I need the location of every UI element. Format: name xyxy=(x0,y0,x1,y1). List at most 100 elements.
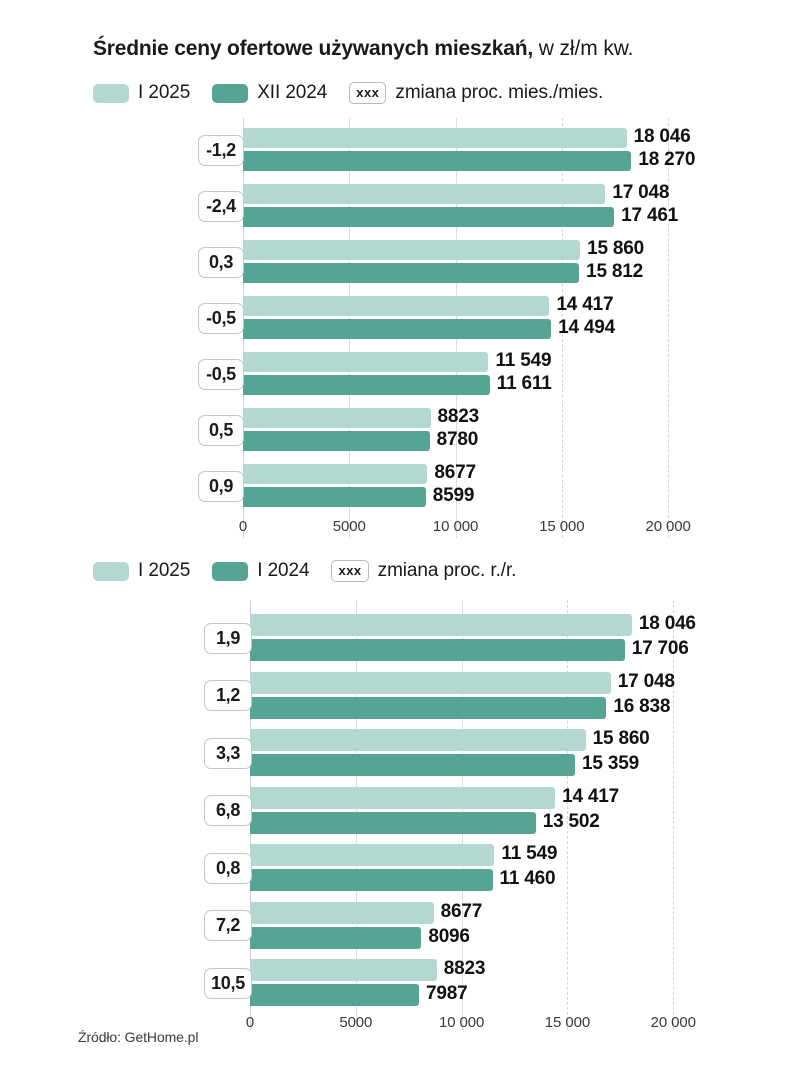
bar-value-label: 15 860 xyxy=(587,238,645,259)
bar-value-label: 16 838 xyxy=(613,695,671,717)
bar-i-2024 xyxy=(250,984,420,1006)
bar-value-label: 18 046 xyxy=(638,613,696,634)
legend-label-dark-1: XII 2024 xyxy=(257,82,328,103)
bar-value-label: 17 048 xyxy=(617,670,675,692)
bar-value-label: 8677 xyxy=(434,462,476,483)
chart-2-legend: I 2025 I 2024 xxx zmiana proc. r./r. xyxy=(93,560,516,582)
axis-tick-label: 0 xyxy=(238,518,248,535)
page-title-sub: w zł/m kw. xyxy=(532,37,634,60)
bar-i-2025 xyxy=(250,671,611,694)
bar-value-label: 8677 xyxy=(440,900,483,922)
legend-item-badge-1: xxx zmiana proc. mies./mies. xyxy=(349,82,603,104)
change-badge: -2,4 xyxy=(198,190,244,222)
bar-i-2025 xyxy=(243,464,428,484)
bar-xii-2024 xyxy=(243,375,490,395)
bar-i-2025 xyxy=(243,352,489,372)
axis-tick-label: 20 000 xyxy=(645,518,691,535)
page-title-main: Średnie ceny ofertowe używanych mieszkań… xyxy=(93,37,533,60)
legend-label-light-2: I 2025 xyxy=(138,560,191,581)
bar-value-label: 14 417 xyxy=(556,294,614,315)
axis-tick-label: 0 xyxy=(245,1014,255,1031)
bar-value-label: 14 494 xyxy=(558,317,615,338)
source-note: Źródło: GetHome.pl xyxy=(78,1029,199,1045)
legend-item-light-1: I 2025 xyxy=(93,82,190,104)
legend-label-dark-2: I 2024 xyxy=(257,560,310,581)
bar-i-2025 xyxy=(250,844,495,866)
legend-swatch-dark-icon xyxy=(212,83,249,103)
change-badge: 0,3 xyxy=(198,246,244,278)
bar-i-2025 xyxy=(243,296,550,316)
bar-i-2025 xyxy=(243,240,581,260)
change-badge: 0,9 xyxy=(198,470,244,502)
bar-value-label: 11 460 xyxy=(499,868,556,889)
bar-value-label: 18 270 xyxy=(638,149,696,170)
legend-item-light-2: I 2025 xyxy=(93,560,190,582)
legend-badge-placeholder-1: xxx xyxy=(349,82,387,104)
bar-value-label: 14 417 xyxy=(562,785,620,807)
bar-value-label: 8823 xyxy=(443,958,486,979)
bar-value-label: 7987 xyxy=(426,983,468,1004)
bar-xii-2024 xyxy=(243,151,632,171)
axis-tick-label: 10 000 xyxy=(432,518,479,535)
bar-value-label: 11 549 xyxy=(495,350,552,371)
legend-badge-description-1: zmiana proc. mies./mies. xyxy=(395,82,604,103)
legend-swatch-light-icon xyxy=(93,561,129,581)
change-badge: 1,2 xyxy=(204,680,252,711)
axis-tick-label: 15 000 xyxy=(544,1014,591,1031)
bar-i-2025 xyxy=(243,184,606,204)
change-badge: -0,5 xyxy=(198,358,244,390)
bar-value-label: 15 860 xyxy=(592,728,650,749)
bar-value-label: 18 046 xyxy=(633,126,691,147)
bar-xii-2024 xyxy=(243,487,426,507)
legend-swatch-light-icon xyxy=(93,83,129,103)
bar-value-label: 17 048 xyxy=(612,182,670,203)
bar-i-2025 xyxy=(250,901,434,924)
bar-i-2025 xyxy=(250,614,632,636)
change-badge: 3,3 xyxy=(204,737,252,769)
bar-value-label: 11 611 xyxy=(496,373,552,394)
bar-xii-2024 xyxy=(243,207,615,227)
change-badge: -0,5 xyxy=(198,302,244,334)
bar-i-2025 xyxy=(250,729,586,751)
legend-badge-description-2: zmiana proc. r./r. xyxy=(377,560,517,581)
change-badge: 1,9 xyxy=(204,622,252,654)
legend-badge-placeholder-2: xxx xyxy=(331,560,369,582)
gridline xyxy=(668,118,670,538)
bar-value-label: 17 461 xyxy=(621,205,679,226)
bar-value-label: 8599 xyxy=(432,485,475,506)
change-badge: 0,5 xyxy=(198,414,244,446)
bar-i-2024 xyxy=(250,926,422,949)
page-title: Średnie ceny ofertowe używanych mieszkań… xyxy=(93,36,633,62)
gridline xyxy=(673,600,675,1030)
bar-value-label: 15 359 xyxy=(582,753,639,774)
bar-value-label: 11 549 xyxy=(501,843,558,864)
bar-i-2025 xyxy=(250,786,556,809)
axis-tick-label: 15 000 xyxy=(539,518,585,535)
bar-value-label: 8823 xyxy=(437,406,480,427)
legend-swatch-dark-icon xyxy=(212,561,249,581)
bar-value-label: 17 706 xyxy=(631,638,689,659)
legend-item-dark-1: XII 2024 xyxy=(212,82,327,104)
bar-value-label: 8780 xyxy=(436,429,479,450)
bar-i-2025 xyxy=(243,408,431,428)
axis-tick-label: 10 000 xyxy=(438,1014,485,1031)
bar-xii-2024 xyxy=(243,319,552,339)
bar-xii-2024 xyxy=(243,263,580,283)
bar-i-2024 xyxy=(250,696,607,719)
change-badge: -1,2 xyxy=(198,134,244,166)
bar-value-label: 8096 xyxy=(428,925,470,947)
bar-i-2024 xyxy=(250,811,536,834)
bar-i-2025 xyxy=(250,959,437,981)
bar-value-label: 15 812 xyxy=(586,261,644,282)
bar-value-label: 13 502 xyxy=(542,810,600,832)
change-badge: 0,8 xyxy=(204,852,252,884)
axis-tick-label: 5000 xyxy=(339,1014,373,1031)
bar-i-2024 xyxy=(250,869,493,891)
change-badge: 10,5 xyxy=(204,967,252,999)
change-badge: 7,2 xyxy=(204,910,252,941)
change-badge: 6,8 xyxy=(204,795,252,826)
bar-i-2024 xyxy=(250,639,625,661)
axis-tick-label: 5000 xyxy=(332,518,366,535)
chart-1-legend: I 2025 XII 2024 xxx zmiana proc. mies./m… xyxy=(93,82,603,104)
bar-i-2025 xyxy=(243,128,627,148)
